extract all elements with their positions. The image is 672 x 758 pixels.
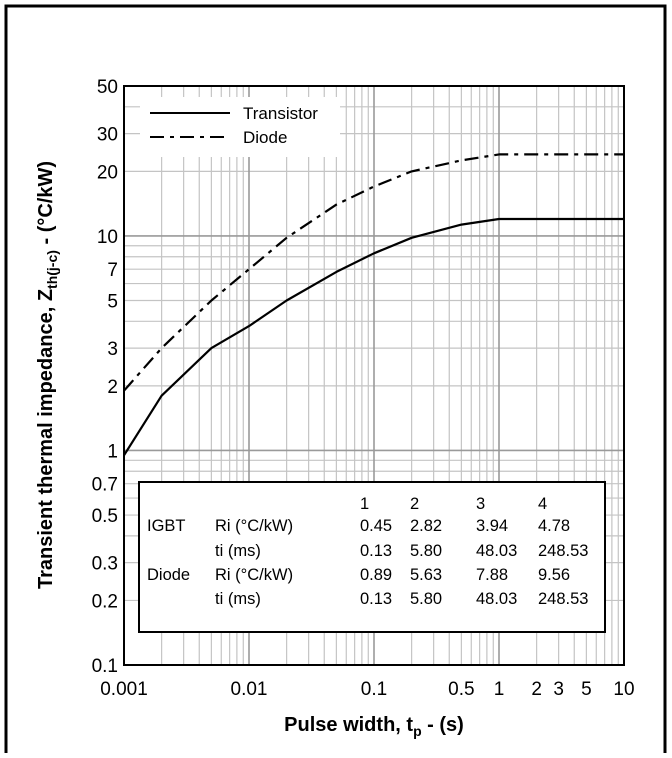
y-tick-label: 2 (107, 377, 118, 398)
x-axis-title: Pulse width, tp - (s) (284, 714, 464, 739)
table-cell: ti (ms) (215, 542, 261, 560)
y-tick-label: 50 (97, 77, 118, 98)
y-tick-label: 0.5 (92, 506, 118, 527)
table-header-cell: 2 (410, 495, 419, 513)
legend-background (140, 97, 340, 157)
y-tick-label: 0.3 (92, 554, 118, 575)
series-layer (123, 153, 624, 456)
series-line-diode (123, 153, 624, 392)
parameter-table-cells: 1 2 3 4 IGBT Ri (°C/kW) 0.45 2.82 3.94 4.78 ti (ms… (147, 495, 588, 608)
table-cell: 5.80 (410, 590, 442, 608)
y-tick-label: 7 (107, 260, 118, 281)
table-cell: 48.03 (476, 542, 517, 560)
y-tick-label: 30 (97, 125, 118, 146)
table-header-cell: 4 (538, 495, 547, 513)
legend: Transistor Diode (140, 97, 340, 157)
table-header-cell: 1 (360, 495, 369, 513)
table-cell: IGBT (147, 517, 186, 535)
y-axis-title: Transient thermal impedance, Zth(j-c) - … (35, 161, 60, 589)
x-tick-label: 5 (581, 679, 592, 700)
series-line-transistor (123, 217, 624, 456)
legend-label-transistor: Transistor (243, 104, 318, 123)
table-cell: 4.78 (538, 517, 570, 535)
x-tick-label: 2 (531, 679, 542, 700)
table-cell: 3.94 (476, 517, 508, 535)
table-cell: 7.88 (476, 566, 508, 584)
y-tick-label: 10 (97, 227, 118, 248)
table-cell: 0.89 (360, 566, 392, 584)
plot-area-border (123, 85, 625, 666)
parameter-table-box (138, 481, 606, 633)
x-tick-labels: 0.001 0.01 0.1 0.5 1 2 3 5 10 (100, 679, 634, 700)
outer-frame (4, 4, 667, 758)
table-cell: 248.53 (538, 590, 588, 608)
y-tick-label: 3 (107, 339, 118, 360)
x-tick-label: 1 (494, 679, 505, 700)
table-cell: Diode (147, 566, 190, 584)
y-tick-labels: 0.1 0.2 0.3 0.5 0.7 1 2 3 5 7 10 20 30 50 (92, 77, 118, 677)
table-cell: 0.13 (360, 590, 392, 608)
table-header-cell: 3 (476, 495, 485, 513)
table-cell: 48.03 (476, 590, 517, 608)
table-cell: 0.45 (360, 517, 392, 535)
table-cell: 5.80 (410, 542, 442, 560)
table-cell: ti (ms) (215, 590, 261, 608)
x-tick-label: 0.1 (361, 679, 387, 700)
x-tick-label: 0.001 (100, 679, 148, 700)
table-cell: Ri (°C/kW) (215, 566, 293, 584)
y-tick-label: 0.7 (92, 475, 118, 496)
table-cell: 5.63 (410, 566, 442, 584)
y-tick-label: 5 (107, 292, 118, 313)
table-cell: 2.82 (410, 517, 442, 535)
x-tick-label: 0.5 (448, 679, 474, 700)
x-tick-label: 10 (613, 679, 634, 700)
x-tick-label: 0.01 (231, 679, 268, 700)
parameter-table: 1 2 3 4 IGBT Ri (°C/kW) 0.45 2.82 3.94 4.78 ti (ms… (138, 481, 606, 633)
y-tick-label: 0.1 (92, 656, 118, 677)
legend-label-diode: Diode (243, 128, 287, 147)
table-cell: 9.56 (538, 566, 570, 584)
table-cell: 248.53 (538, 542, 588, 560)
table-cell: Ri (°C/kW) (215, 517, 293, 535)
table-cell: 0.13 (360, 542, 392, 560)
y-tick-label: 20 (97, 162, 118, 183)
y-tick-label: 1 (107, 441, 118, 462)
y-tick-label: 0.2 (92, 591, 118, 612)
x-tick-label: 3 (553, 679, 564, 700)
